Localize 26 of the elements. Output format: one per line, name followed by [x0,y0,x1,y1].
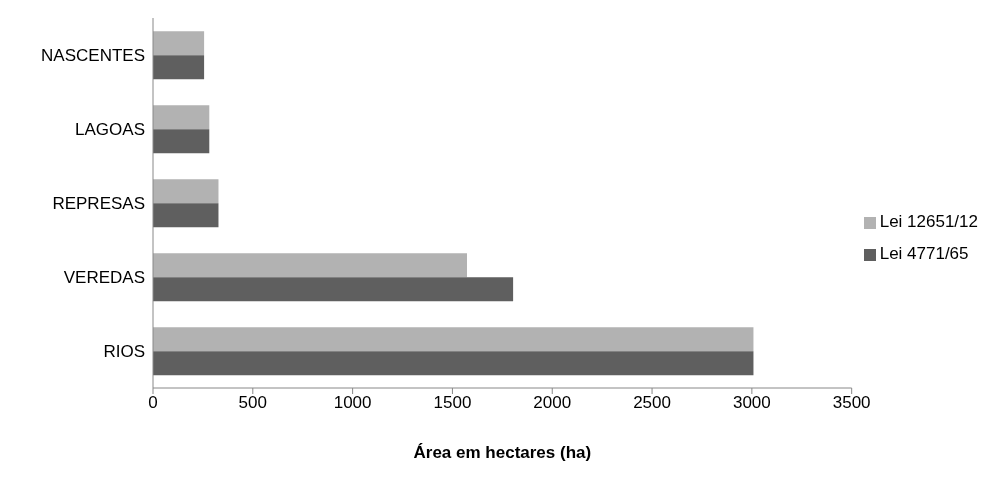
x-tick-label: 500 [238,393,267,413]
legend-label: Lei 12651/12 [879,212,978,231]
x-tick-label: 0 [148,393,158,413]
bar [153,277,514,302]
bar [153,105,210,130]
bar [153,327,754,352]
y-tick-label: LAGOAS [75,120,145,140]
y-tick-label: VEREDAS [63,268,145,288]
bar [153,179,219,204]
x-tick-label: 3500 [832,393,871,413]
x-tick-label: 1000 [333,393,372,413]
bar [153,351,754,376]
x-tick-label: 2500 [633,393,671,413]
x-tick-label: 1500 [433,393,472,413]
y-tick-label: REPRESAS [52,194,145,214]
x-tick-label: 2000 [533,393,572,413]
x-axis-title: Área em hectares (ha) [413,443,592,462]
bar [153,253,467,278]
y-tick-label: RIOS [103,342,145,362]
bar [153,55,205,80]
bar [153,203,219,228]
bar [153,31,205,56]
x-tick-label: 3000 [732,393,771,413]
y-tick-label: NASCENTES [41,46,145,66]
bar [153,129,210,154]
legend-label: Lei 4771/65 [879,244,969,263]
